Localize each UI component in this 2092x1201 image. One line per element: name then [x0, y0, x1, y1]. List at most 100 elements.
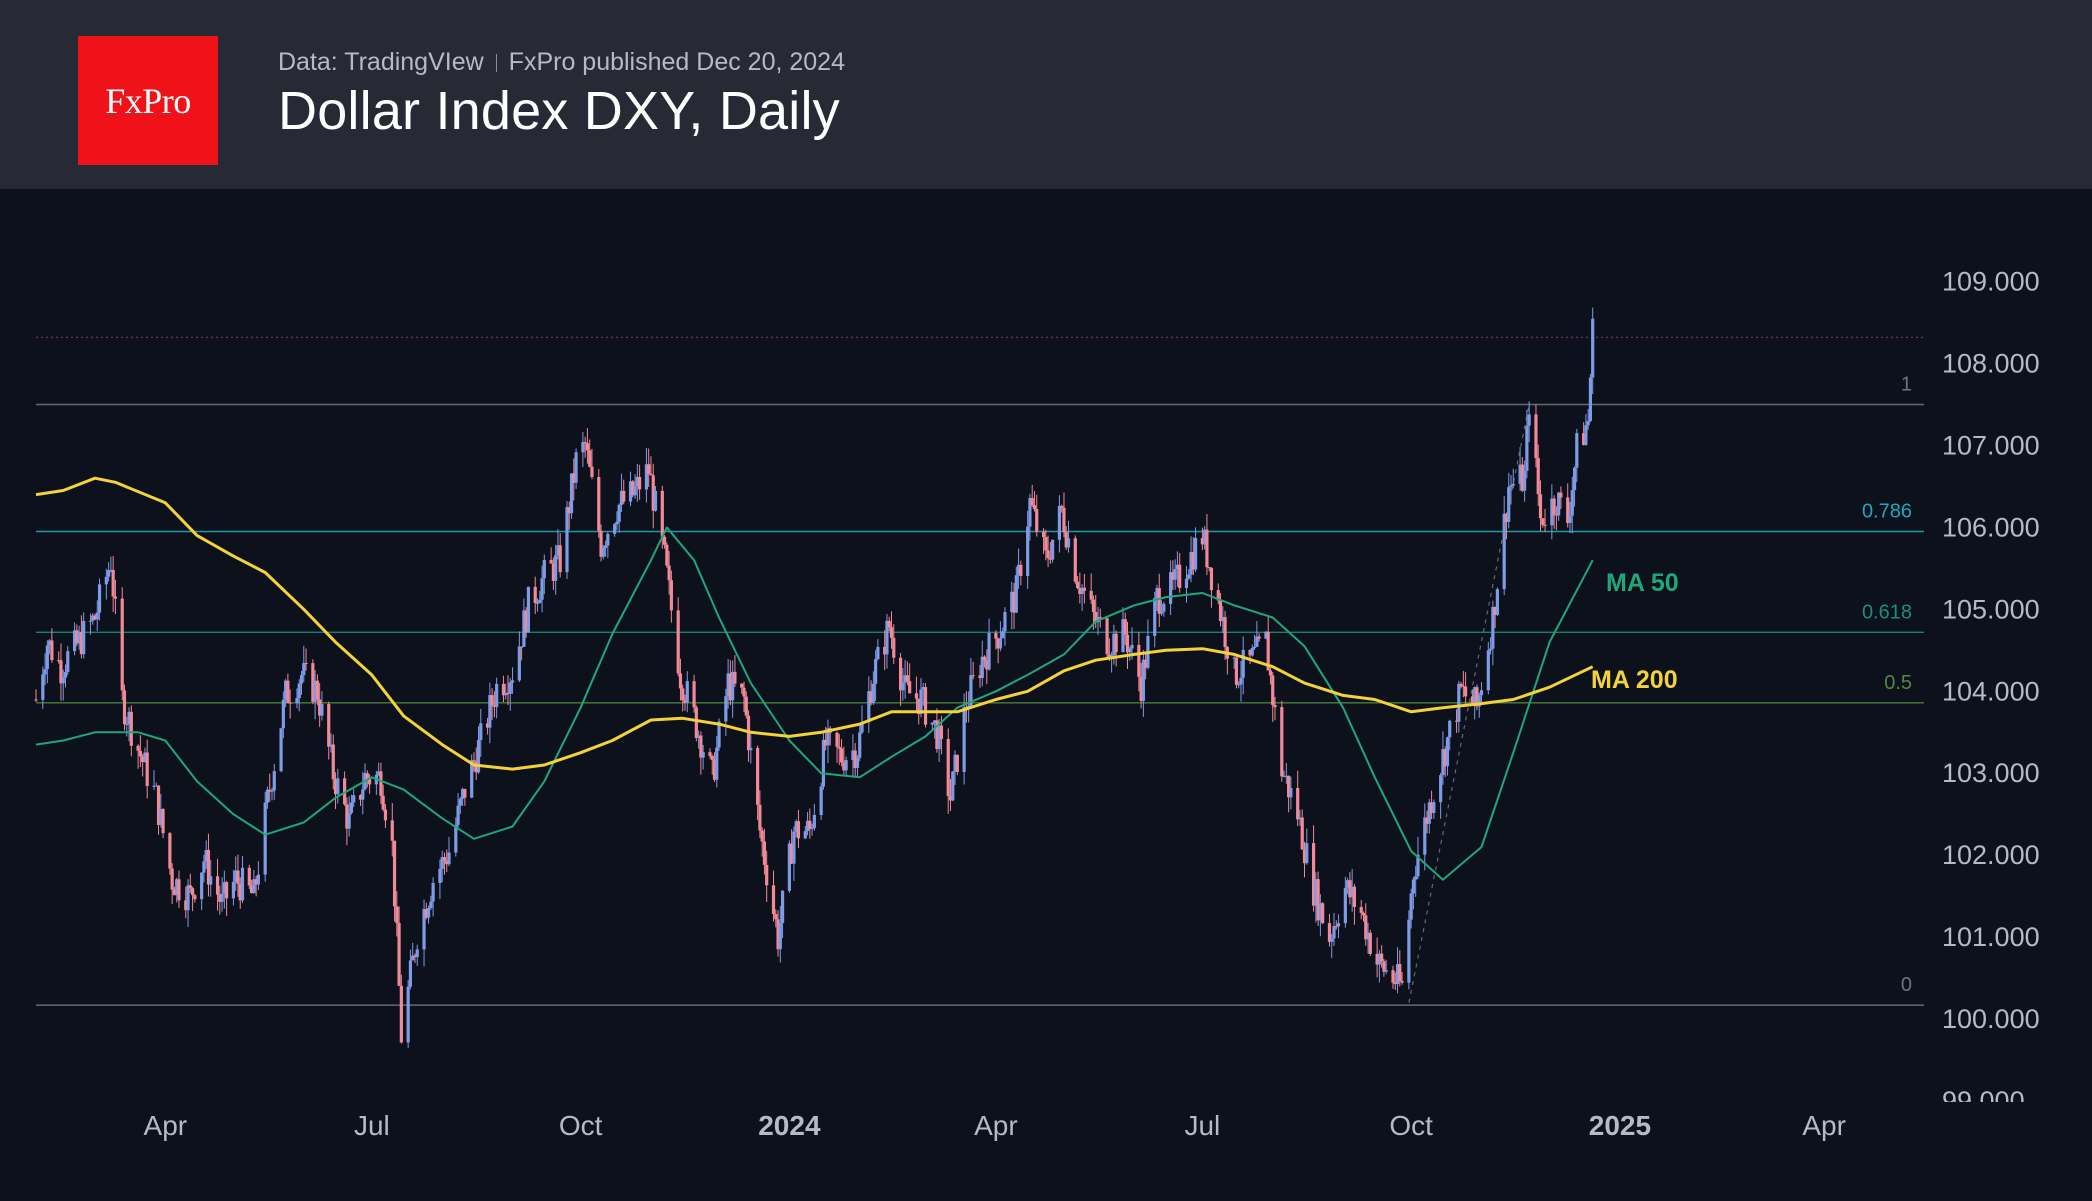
- candle-up: [1016, 564, 1021, 576]
- candle-up: [554, 555, 558, 581]
- candle-up: [903, 675, 907, 683]
- candle-down: [1271, 675, 1275, 706]
- candle-up: [1010, 591, 1014, 612]
- candle-down: [1218, 600, 1223, 622]
- candle-down: [1566, 497, 1570, 523]
- candle-up: [726, 673, 730, 697]
- candle-up: [349, 802, 354, 814]
- candle-down: [120, 598, 124, 691]
- candle-down: [1520, 464, 1524, 491]
- candle-down: [892, 637, 896, 658]
- candle-down: [908, 681, 912, 694]
- candle-up: [95, 612, 99, 620]
- candle-up: [1080, 587, 1084, 594]
- candle-down: [1139, 676, 1143, 701]
- candle-up: [1445, 737, 1450, 767]
- candle-up: [1026, 526, 1030, 577]
- candle-down: [1296, 787, 1300, 820]
- candle-down: [177, 879, 181, 901]
- chart-header: FxPro Data: TradingVIew FxPro published …: [0, 0, 2092, 189]
- candle-down: [524, 610, 528, 633]
- candle-down: [1327, 923, 1332, 942]
- candle-up: [504, 692, 508, 696]
- candle-up: [159, 809, 163, 825]
- candle-down: [1019, 564, 1023, 577]
- candle-up: [724, 696, 728, 722]
- candle-down: [113, 596, 118, 599]
- candle-up: [422, 908, 426, 950]
- candle-down: [567, 507, 571, 514]
- candle-down: [1393, 982, 1397, 985]
- candle-up: [1439, 775, 1443, 803]
- candle-down: [996, 638, 1000, 649]
- candle-up: [1128, 648, 1132, 653]
- candle-up: [749, 747, 753, 751]
- candle-down: [796, 821, 801, 839]
- candle-up: [803, 831, 807, 839]
- candle-down: [869, 691, 873, 703]
- candle-up: [805, 820, 810, 832]
- candle-up: [919, 689, 923, 715]
- candle-up: [495, 683, 499, 707]
- candle-down: [445, 860, 449, 865]
- candle-up: [61, 677, 65, 684]
- candle-up: [104, 576, 108, 585]
- candle-up: [1411, 879, 1416, 894]
- candle-down: [982, 656, 987, 661]
- candle-up: [1525, 425, 1529, 471]
- fib-label-0: 0: [1901, 974, 1912, 996]
- candle-up: [653, 490, 658, 511]
- candle-down: [1459, 683, 1463, 687]
- ma50-label: MA 50: [1606, 569, 1679, 597]
- candle-up: [855, 757, 860, 768]
- candle-down: [247, 867, 251, 886]
- candle-down: [1157, 588, 1161, 614]
- candle-up: [1584, 425, 1588, 445]
- candle-down: [254, 879, 258, 885]
- candle-up: [1051, 539, 1055, 560]
- candle-down: [935, 720, 939, 749]
- candle-up: [1518, 464, 1522, 484]
- candle-down: [34, 699, 38, 701]
- candle-up: [231, 881, 236, 899]
- candle-up: [644, 464, 649, 490]
- candle-down: [1257, 636, 1261, 639]
- y-tick-label: 102.000: [1942, 840, 2040, 870]
- fxpro-logo[interactable]: FxPro: [78, 36, 218, 165]
- candle-down: [1060, 505, 1064, 508]
- candle-down: [651, 475, 655, 511]
- candle-up: [1441, 749, 1445, 776]
- candle-down: [710, 755, 714, 760]
- candle-down: [1123, 619, 1127, 635]
- candle-up: [1588, 377, 1593, 421]
- candle-down: [193, 895, 197, 900]
- candle-up: [778, 923, 782, 950]
- candle-down: [331, 744, 335, 780]
- candle-up: [1477, 695, 1481, 707]
- candle-down: [1321, 903, 1325, 924]
- candle-up: [1491, 606, 1495, 649]
- candle-up: [202, 861, 206, 873]
- candle-up: [209, 876, 213, 885]
- ma200-label: MA 200: [1591, 666, 1678, 694]
- y-tick-label: 100.000: [1942, 1004, 2040, 1034]
- candle-up: [697, 735, 701, 738]
- candle-down: [939, 725, 944, 740]
- candle-down: [75, 630, 79, 644]
- candle-down: [501, 683, 506, 696]
- candle-up: [1346, 880, 1350, 888]
- candle-up: [1570, 490, 1574, 516]
- candle-up: [1509, 485, 1513, 488]
- candle-down: [1375, 953, 1379, 965]
- candle-up: [447, 852, 451, 865]
- candle-up: [1557, 492, 1561, 516]
- chart-area[interactable]: 1 0.786 0.618 0.5 0 MA 50 MA 200 99.000 100.00…: [0, 189, 2092, 1196]
- x-tick-label: Apr: [144, 1110, 188, 1141]
- candle-up: [1527, 414, 1531, 426]
- fibonacci-levels: 1 0.786 0.618 0.5 0: [36, 336, 1924, 1006]
- candle-down: [184, 900, 188, 911]
- candle-down: [442, 857, 447, 861]
- candle-down: [238, 883, 242, 901]
- candle-up: [143, 752, 147, 763]
